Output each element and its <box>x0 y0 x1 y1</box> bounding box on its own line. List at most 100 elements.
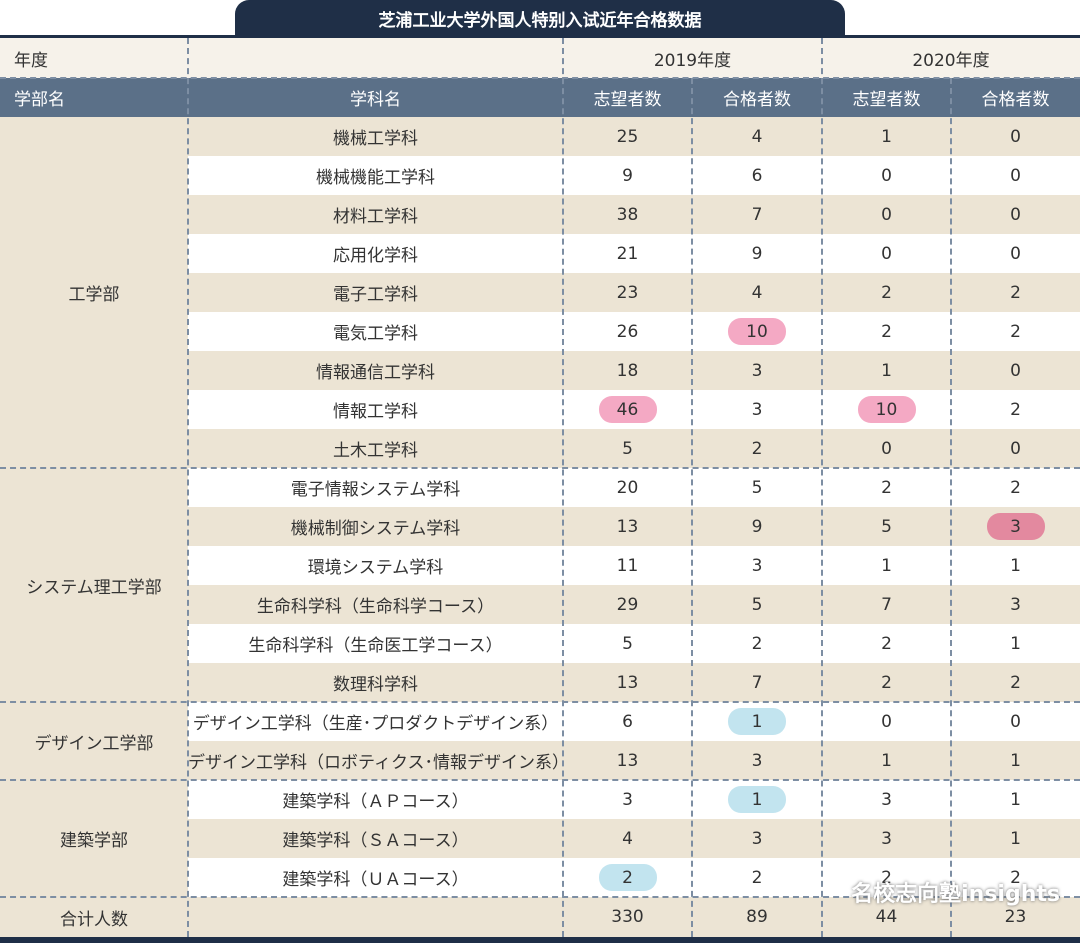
dept-name: 機械制御システム学科 <box>290 519 461 539</box>
row-bg <box>188 468 1080 507</box>
total-bg <box>0 897 1080 937</box>
cell-value: 2 <box>751 438 763 459</box>
cell-value: 5 <box>622 438 633 459</box>
cell-value: 3 <box>751 399 763 420</box>
faculty-cell: 工学部 <box>0 117 188 468</box>
cell-value: 4 <box>751 282 763 303</box>
cell-value: 3 <box>751 750 763 771</box>
cell-value: 0 <box>1010 438 1021 459</box>
cell-value: 0 <box>881 438 892 459</box>
cell-value: 1 <box>881 126 892 147</box>
column-separator <box>187 38 189 937</box>
dept-name: 土木工学科 <box>333 441 418 461</box>
cell-value: 7 <box>751 672 763 693</box>
row-separator <box>0 779 1080 781</box>
cell-value: 2 <box>881 672 892 693</box>
highlight <box>598 396 657 423</box>
row-bg <box>188 351 1080 390</box>
cell-value: 0 <box>1010 204 1021 225</box>
cell-value: 7 <box>881 594 892 615</box>
dept-name: 電子情報システム学科 <box>290 480 461 500</box>
dept-name: 応用化学科 <box>333 246 418 266</box>
row-bg <box>188 429 1080 468</box>
dept-name: 建築学科（ＳＡコース） <box>282 831 469 851</box>
row-bg <box>188 585 1080 624</box>
cell-value: 2 <box>881 477 892 498</box>
cell-value: 2 <box>1010 867 1021 888</box>
cell-value: 1 <box>1010 633 1021 654</box>
cell-value: 3 <box>751 360 763 381</box>
cell-value: 9 <box>751 516 763 537</box>
cell-value: 29 <box>616 594 639 615</box>
cell-value: 2 <box>751 867 763 888</box>
row-bg <box>188 312 1080 351</box>
title-rule <box>0 35 1080 38</box>
cell-value: 4 <box>751 126 763 147</box>
total-value: 23 <box>1004 907 1027 927</box>
cell-value: 1 <box>881 360 892 381</box>
dept-name: 建築学科（ＡＰコース） <box>282 792 469 812</box>
cell-value: 21 <box>616 243 639 264</box>
cell-value: 13 <box>616 750 639 771</box>
row-separator <box>0 77 1080 79</box>
row-bg <box>188 702 1080 741</box>
cell-value: 0 <box>881 243 892 264</box>
cell-value: 5 <box>622 633 633 654</box>
faculty-cell: システム理工学部 <box>0 468 188 702</box>
cell-value: 2 <box>751 633 763 654</box>
cell-value: 2 <box>1010 399 1021 420</box>
watermark: 名校志向塾insights <box>851 882 1060 907</box>
cell-value: 9 <box>751 243 763 264</box>
dept-name: デザイン工学科（生産･プロダクトデザイン系） <box>192 714 559 734</box>
cell-value: 7 <box>751 204 763 225</box>
cell-value: 13 <box>616 516 639 537</box>
cell-value: 0 <box>881 204 892 225</box>
cell-value: 5 <box>751 477 763 498</box>
year-label: 年度 <box>14 50 48 71</box>
row-bg <box>188 156 1080 195</box>
title: 芝浦工业大学外国人特别入试近年合格数据 <box>235 0 845 36</box>
bottom-rule <box>0 937 1080 943</box>
cell-value: 1 <box>1010 828 1021 849</box>
cell-value: 4 <box>622 828 633 849</box>
dept-name: 生命科学科（生命科学コース） <box>256 597 495 617</box>
dept-name: 材料工学科 <box>333 207 418 227</box>
row-bg <box>188 273 1080 312</box>
dept-name: 環境システム学科 <box>307 558 444 578</box>
cell-value: 0 <box>1010 711 1021 732</box>
total-label: 合计人数 <box>60 909 128 930</box>
cell-value: 5 <box>751 594 763 615</box>
cell-value: 3 <box>1010 516 1021 537</box>
column-header: 合格者数 <box>981 90 1050 110</box>
row-bg <box>188 195 1080 234</box>
cell-value: 38 <box>616 204 639 225</box>
total-value: 44 <box>875 907 898 927</box>
cell-value: 2 <box>1010 672 1021 693</box>
row-bg <box>188 546 1080 585</box>
highlight <box>728 318 786 345</box>
column-header: 合格者数 <box>723 90 791 110</box>
cell-value: 0 <box>1010 165 1021 186</box>
cell-value: 0 <box>881 711 892 732</box>
cell-value: 1 <box>881 555 892 576</box>
column-header: 志望者数 <box>852 90 921 110</box>
row-separator <box>0 467 1080 469</box>
cell-value: 23 <box>616 282 639 303</box>
cell-value: 1 <box>1010 789 1021 810</box>
highlight <box>728 708 786 735</box>
cell-value: 3 <box>622 789 633 810</box>
cell-value: 2 <box>1010 477 1021 498</box>
dept-name: 電気工学科 <box>333 324 418 344</box>
cell-value: 10 <box>875 399 898 420</box>
cell-value: 1 <box>1010 555 1021 576</box>
cell-value: 46 <box>616 399 639 420</box>
dept-label: 学科名 <box>350 90 401 110</box>
row-bg <box>188 624 1080 663</box>
cell-value: 25 <box>616 126 639 147</box>
cell-value: 11 <box>616 555 639 576</box>
cell-value: 0 <box>1010 243 1021 264</box>
highlight <box>986 513 1045 540</box>
cell-value: 2 <box>1010 321 1021 342</box>
column-separator <box>821 38 823 937</box>
